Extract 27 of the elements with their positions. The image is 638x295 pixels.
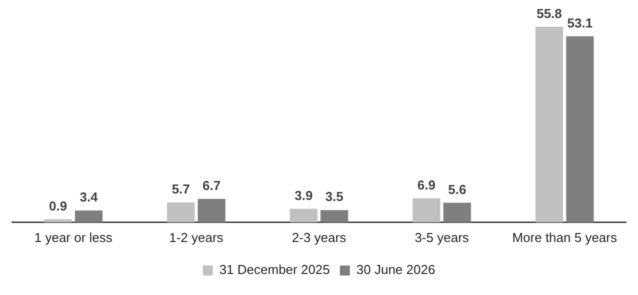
legend-label: 31 December 2025	[219, 262, 330, 278]
data-label: 6.7	[202, 178, 221, 193]
data-label: 3.9	[294, 188, 313, 203]
bar	[290, 208, 318, 222]
data-label: 55.8	[536, 6, 562, 21]
data-label: 5.7	[172, 181, 190, 196]
x-tick-label: 1-2 years	[169, 230, 224, 245]
bar	[566, 36, 594, 222]
bar	[198, 198, 226, 222]
data-label: 0.9	[49, 198, 68, 214]
data-label: 3.4	[80, 190, 99, 205]
x-tick-label: 1 year or less	[34, 230, 113, 245]
x-tick-label: More than 5 years	[512, 230, 618, 245]
bar	[74, 210, 103, 222]
bar	[535, 26, 564, 222]
bar	[443, 202, 471, 222]
data-label: 3.5	[325, 189, 344, 204]
legend-label: 30 June 2026	[356, 262, 436, 278]
bar	[320, 210, 348, 222]
bar	[412, 198, 440, 222]
data-label: 5.6	[448, 182, 466, 197]
bar	[44, 219, 72, 222]
x-tick-label: 2-3 years	[292, 230, 347, 245]
x-tick-label: 3-5 years	[414, 230, 470, 245]
data-label: 53.1	[567, 15, 593, 30]
data-label: 6.9	[417, 177, 436, 192]
bar	[167, 202, 195, 222]
